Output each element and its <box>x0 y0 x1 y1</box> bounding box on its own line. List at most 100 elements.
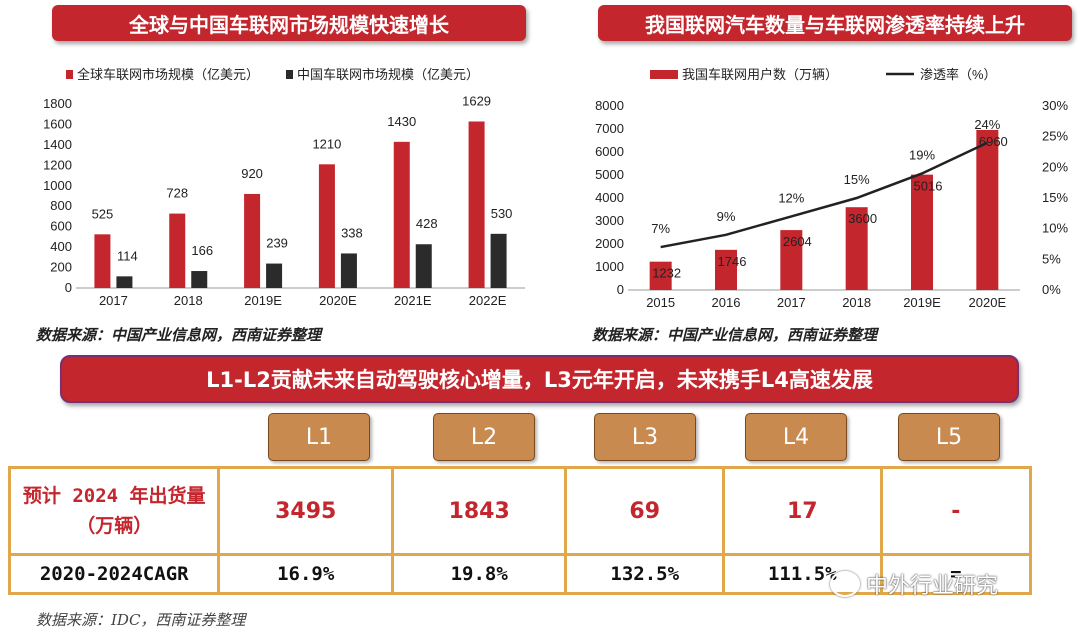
legend-swatch <box>286 70 293 79</box>
level-badge-l3: L3 <box>594 413 696 461</box>
y-tick-label: 0 <box>617 282 624 297</box>
bar-china <box>266 263 283 288</box>
x-tick-label: 2015 <box>646 295 675 310</box>
y-tick-label: 2000 <box>595 236 624 251</box>
data-label-penetration: 12% <box>778 190 804 205</box>
shipments-l1: 3495 <box>217 466 394 556</box>
y-tick-label: 1800 <box>43 96 72 111</box>
y2-tick-label: 15% <box>1042 190 1068 205</box>
x-tick-label: 2019E <box>244 293 282 308</box>
line-penetration <box>660 141 988 249</box>
bar-users <box>715 249 737 290</box>
y-tick-label: 1400 <box>43 137 72 152</box>
data-label-china: 530 <box>491 206 513 221</box>
title-banner-left: 全球与中国车联网市场规模快速增长 <box>52 5 526 41</box>
x-tick-label: 2017 <box>99 293 128 308</box>
data-label-penetration: 9% <box>717 209 736 224</box>
cagr-l2: 19.8% <box>390 553 568 595</box>
data-label-global: 1210 <box>312 136 341 151</box>
data-label-penetration: 24% <box>974 117 1000 132</box>
bar-users <box>845 207 868 290</box>
watermark-text: 中外行业研究 <box>866 574 999 599</box>
y-tick-label: 3000 <box>595 213 624 228</box>
level-badge-l4: L4 <box>745 413 847 461</box>
data-label-penetration: 15% <box>844 172 870 187</box>
autonomy-level-table: 预计 2024 年出货量（万辆） 3495 1843 69 17 - 2020-… <box>7 466 1033 595</box>
data-label-global: 1430 <box>387 114 416 129</box>
data-label-global: 1629 <box>462 93 491 108</box>
y-tick-label: 400 <box>50 239 72 254</box>
y-tick-label: 4000 <box>595 190 624 205</box>
bar-users <box>780 230 803 290</box>
wechat-icon <box>830 571 860 597</box>
table-row: 2020-2024CAGR 16.9% 19.8% 132.5% 111.5% … <box>7 553 1033 595</box>
legend-swatch <box>66 70 73 79</box>
data-label-users: 5016 <box>914 179 943 194</box>
data-label-china: 338 <box>341 225 363 240</box>
source-note-left: 数据来源：中国产业信息网，西南证券整理 <box>36 326 322 344</box>
x-tick-label: 2020E <box>319 293 357 308</box>
bar-global <box>169 213 186 288</box>
data-label-china: 114 <box>117 248 138 263</box>
cagr-l1: 16.9% <box>217 553 394 595</box>
data-label-users: 6960 <box>979 134 1008 149</box>
legend-label: 全球车联网市场规模（亿美元） <box>77 67 259 82</box>
cagr-l5: = <box>879 553 1033 595</box>
bar-china <box>340 253 357 288</box>
y-tick-label: 5000 <box>595 167 624 182</box>
title-banner-autonomy: L1-L2贡献未来自动驾驶核心增量，L3元年开启，未来携手L4高速发展 <box>60 355 1019 403</box>
legend-swatch <box>650 70 678 79</box>
y-tick-label: 7000 <box>595 121 624 136</box>
bar-china <box>490 233 507 288</box>
y-tick-label: 1000 <box>595 259 624 274</box>
data-label-china: 166 <box>191 243 213 258</box>
source-note-bottom: 数据来源：IDC，西南证券整理 <box>36 611 246 629</box>
y-tick-label: 1000 <box>43 178 72 193</box>
watermark: 中外行业研究 <box>830 568 998 600</box>
bar-users <box>911 174 933 290</box>
y-tick-label: 1600 <box>43 116 72 131</box>
y-tick-label: 200 <box>50 260 72 275</box>
bar-global <box>244 193 261 288</box>
row-label-cagr: 2020-2024CAGR <box>7 553 221 595</box>
data-label-global: 525 <box>92 206 114 221</box>
y2-tick-label: 5% <box>1042 251 1061 266</box>
chart-connected-vehicles: 我国车联网用户数（万辆） 渗透率（%） 0 1000 2000 3000 4000 5000 6… <box>595 67 1068 310</box>
y2-tick-label: 0% <box>1042 282 1061 297</box>
y2-tick-label: 10% <box>1042 221 1068 236</box>
source-note-right: 数据来源：中国产业信息网，西南证券整理 <box>592 326 878 344</box>
data-label-users: 1746 <box>718 254 747 269</box>
bar-global <box>94 234 111 288</box>
y-tick-label: 1200 <box>43 157 72 172</box>
y-tick-label: 6000 <box>595 144 624 159</box>
data-label-china: 239 <box>266 236 288 251</box>
y-tick-label: 0 <box>65 280 72 295</box>
cagr-l3: 132.5% <box>564 553 726 595</box>
x-tick-label: 2022E <box>469 293 507 308</box>
data-label-global: 920 <box>241 166 263 181</box>
legend-label: 渗透率（%） <box>920 67 997 82</box>
x-tick-label: 2017 <box>777 295 806 310</box>
shipments-l2: 1843 <box>390 466 568 556</box>
y2-tick-label: 30% <box>1042 98 1068 113</box>
bar-global <box>468 121 485 288</box>
legend-label: 我国车联网用户数（万辆） <box>682 67 838 82</box>
legend-label: 中国车联网市场规模（亿美元） <box>297 67 479 82</box>
x-tick-label: 2020E <box>969 295 1007 310</box>
shipments-l4: 17 <box>722 466 883 556</box>
x-tick-label: 2019E <box>903 295 941 310</box>
bar-users <box>976 129 999 290</box>
data-label-users: 1232 <box>652 266 681 281</box>
row-label-shipments: 预计 2024 年出货量（万辆） <box>7 466 221 556</box>
title-banner-right: 我国联网汽车数量与车联网渗透率持续上升 <box>598 5 1072 41</box>
y-tick-label: 600 <box>50 219 72 234</box>
shipments-l3: 69 <box>564 466 726 556</box>
bar-china <box>415 244 432 288</box>
bar-global <box>393 141 410 288</box>
data-label-penetration: 7% <box>651 221 670 236</box>
x-tick-label: 2016 <box>712 295 741 310</box>
data-label-users: 2604 <box>783 234 812 249</box>
data-label-penetration: 19% <box>909 147 935 162</box>
data-label-china: 428 <box>416 216 438 231</box>
bar-users <box>649 261 672 290</box>
